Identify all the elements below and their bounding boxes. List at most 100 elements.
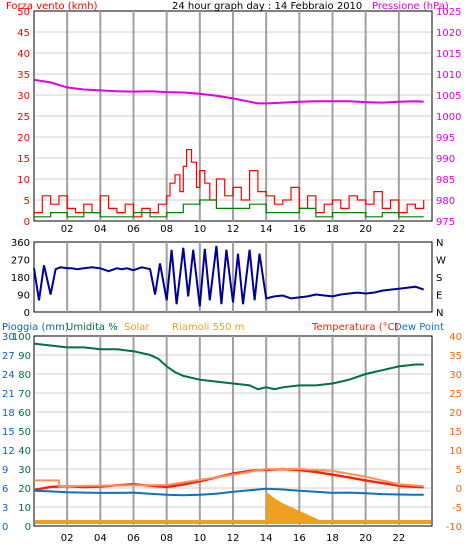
temperature-y-tick: 5	[456, 465, 462, 476]
series-line-direction	[33, 245, 425, 307]
wind-y-tick: 30	[17, 91, 30, 102]
x-tick-label: 16	[293, 224, 306, 235]
pressure-y-tick: 980	[436, 196, 455, 207]
direction-y-tick: 0	[24, 308, 30, 319]
humidity-y-tick: 20	[18, 484, 31, 495]
series-line-average	[34, 199, 424, 218]
pressure-y-tick: 1020	[436, 28, 461, 39]
x-tick-label: 16	[293, 533, 306, 544]
temperature-y-tick: 15	[449, 427, 462, 438]
rain-y-tick: 18	[2, 408, 15, 419]
pressure-axis-title: Pressione (hPa)	[372, 1, 449, 12]
x-tick-label: 14	[260, 224, 273, 235]
x-tick-label: 18	[326, 533, 339, 544]
pressure-y-tick: 995	[436, 133, 455, 144]
pressure-y-tick: 990	[436, 154, 455, 165]
compass-y-tick: N	[436, 238, 443, 249]
rain-y-tick: 0	[2, 522, 8, 533]
legend-temperature: Temperatura (°C)	[311, 322, 399, 333]
wind-y-tick: 20	[17, 133, 30, 144]
wind-y-tick: 35	[17, 70, 30, 81]
humidity-y-tick: 30	[18, 465, 31, 476]
rain-y-tick: 12	[2, 446, 15, 457]
pressure-y-tick: 975	[436, 217, 455, 228]
rain-y-tick: 21	[2, 389, 15, 400]
pressure-y-tick: 1015	[436, 49, 461, 60]
wind-y-tick: 40	[17, 49, 30, 60]
humidity-y-tick: 40	[18, 446, 31, 457]
x-tick-label: 14	[260, 533, 273, 544]
wind-y-tick: 0	[24, 217, 30, 228]
rain-y-tick: 15	[2, 427, 15, 438]
x-tick-label: 12	[227, 224, 240, 235]
pressure-y-tick: 1025	[436, 7, 461, 18]
wind-y-tick: 10	[17, 175, 30, 186]
legend-riamoli: Riamoli 550 m	[172, 322, 244, 333]
wind-y-tick: 15	[17, 154, 30, 165]
humidity-y-tick: 70	[18, 389, 31, 400]
chart-title: 24 hour graph day : 14 Febbraio 2010	[172, 1, 362, 12]
legend-rain: Pioggia (mm)	[2, 322, 69, 333]
rain-y-tick: 9	[2, 465, 8, 476]
wind-y-tick: 50	[17, 7, 30, 18]
pressure-y-tick: 1010	[436, 70, 461, 81]
series-line-pressione-hpa-	[33, 78, 424, 105]
x-tick-label: 10	[193, 533, 206, 544]
x-tick-label: 08	[160, 533, 173, 544]
series-dew-point	[33, 487, 424, 497]
x-tick-label: 04	[94, 224, 107, 235]
rain-y-tick: 24	[2, 370, 15, 381]
legend-humidity: Umidita %	[66, 322, 118, 333]
direction-y-tick: 270	[11, 256, 30, 267]
x-tick-label: 06	[127, 533, 140, 544]
humidity-y-tick: 10	[18, 503, 31, 514]
wind-y-tick: 25	[17, 112, 30, 123]
series-pioggia-baseline	[35, 520, 431, 524]
temperature-y-tick: 40	[449, 332, 462, 343]
wind-y-tick: 45	[17, 28, 30, 39]
humidity-y-tick: 100	[12, 332, 31, 343]
wind-y-tick: 5	[24, 196, 30, 207]
tick-label-layer: 0202040406060808101012121414161618182020…	[2, 7, 462, 544]
x-tick-label: 02	[61, 533, 74, 544]
x-tick-label: 20	[359, 533, 372, 544]
x-tick-label: 22	[392, 224, 405, 235]
temperature-y-tick: -5	[452, 503, 462, 514]
x-tick-label: 18	[326, 224, 339, 235]
x-tick-label: 02	[61, 224, 74, 235]
direction-y-tick: 180	[11, 273, 30, 284]
x-tick-label: 06	[127, 224, 140, 235]
pressure-y-tick: 1000	[436, 112, 461, 123]
direction-y-tick: 90	[17, 291, 30, 302]
direction-y-tick: 360	[11, 238, 30, 249]
x-tick-label: 20	[359, 224, 372, 235]
rain-y-tick: 27	[2, 351, 15, 362]
series-layer	[33, 78, 431, 524]
pressure-y-tick: 1005	[436, 91, 461, 102]
compass-y-tick: S	[436, 273, 442, 284]
temperature-y-tick: 10	[449, 446, 462, 457]
rain-y-tick: 6	[2, 484, 8, 495]
compass-y-tick: N	[436, 308, 443, 319]
temperature-y-tick: 20	[449, 408, 462, 419]
temperature-y-tick: 0	[456, 484, 462, 495]
series-solar	[266, 491, 325, 524]
legend-solar: Solar	[124, 322, 150, 333]
x-tick-label: 22	[392, 533, 405, 544]
series-riamoli-550-m	[34, 468, 424, 488]
rain-y-tick: 30	[2, 332, 15, 343]
temperature-y-tick: -10	[446, 522, 462, 533]
series-umidita-	[33, 342, 424, 391]
x-tick-label: 08	[160, 224, 173, 235]
humidity-y-tick: 0	[25, 522, 31, 533]
humidity-y-tick: 80	[18, 370, 31, 381]
wind-axis-title: Forza vento (kmh)	[6, 1, 98, 12]
compass-y-tick: E	[436, 291, 442, 302]
humidity-y-tick: 90	[18, 351, 31, 362]
temperature-y-tick: 30	[449, 370, 462, 381]
temperature-y-tick: 25	[449, 389, 462, 400]
humidity-y-tick: 50	[18, 427, 31, 438]
x-tick-label: 04	[94, 533, 107, 544]
compass-y-tick: W	[436, 256, 446, 267]
